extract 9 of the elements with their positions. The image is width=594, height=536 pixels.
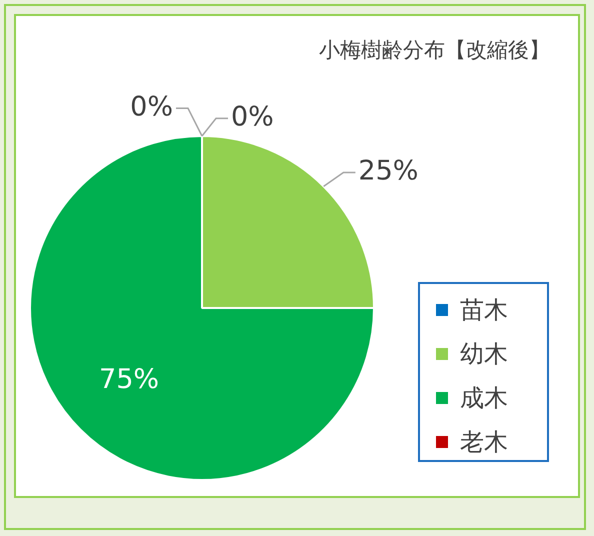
text: 0% (231, 101, 274, 132)
text: 0% (130, 91, 173, 122)
chart-title: 小梅樹齢分布【改縮後】 (318, 37, 550, 64)
data-label: 75% (99, 364, 160, 395)
legend-label: 老木 (460, 427, 508, 458)
legend-label: 苗木 (460, 295, 508, 326)
data-label: 25% (358, 156, 418, 187)
legend-label: 幼木 (460, 339, 508, 370)
legend-label: 成木 (460, 383, 508, 414)
